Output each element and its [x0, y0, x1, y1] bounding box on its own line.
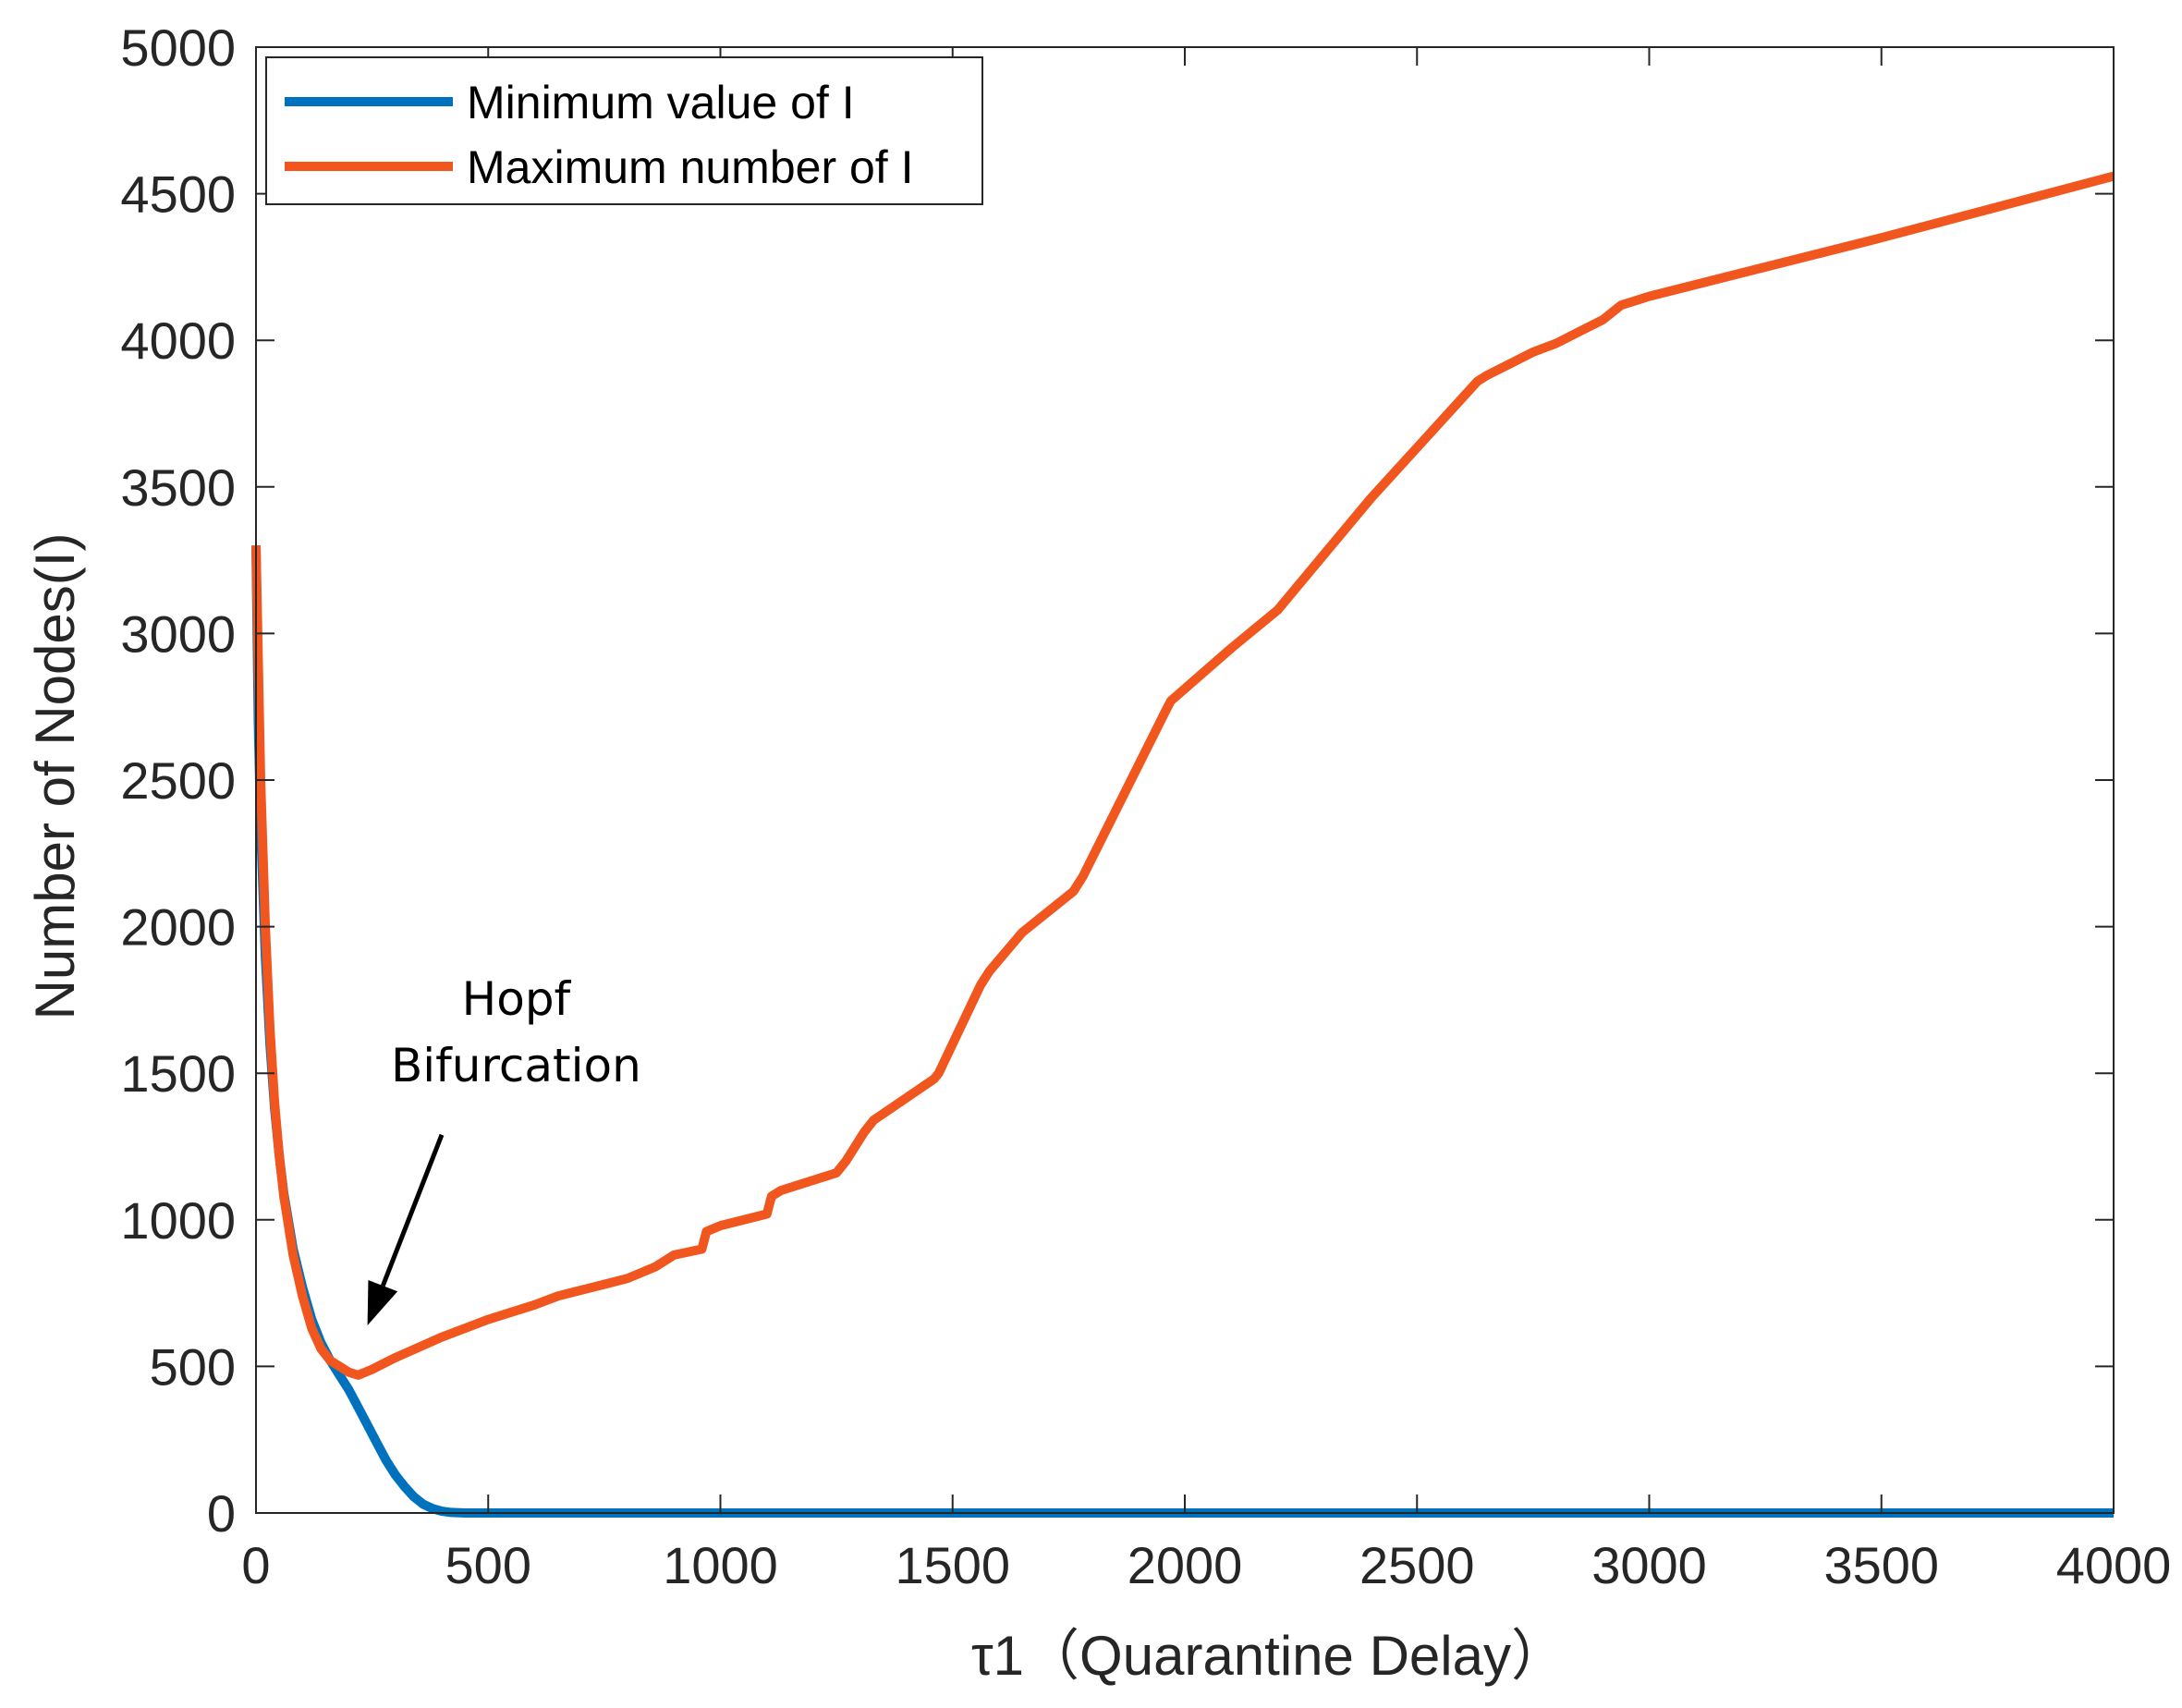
y-tick-label: 500 [150, 1337, 236, 1396]
x-tick-label: 0 [241, 1536, 270, 1594]
series-line-maximum [251, 171, 2115, 1380]
y-tick-label: 2000 [120, 898, 236, 957]
annotation-text-line: Hopf [462, 972, 572, 1026]
x-tick-label: 4000 [2056, 1536, 2172, 1594]
x-tick-label: 3000 [1591, 1536, 1707, 1594]
x-tick-label: 1500 [895, 1536, 1010, 1594]
hopf-annotation: Hopf Bifurcation [367, 972, 641, 1325]
annotation-text-line: Bifurcation [391, 1039, 641, 1092]
y-tick-label: 1000 [120, 1191, 236, 1250]
y-tick-label: 0 [207, 1484, 236, 1543]
y-tick-label: 2500 [120, 751, 236, 810]
x-tick-label: 2500 [1359, 1536, 1475, 1594]
legend-box [265, 56, 983, 205]
y-tick-label: 4000 [120, 311, 236, 370]
y-tick-label: 4500 [120, 165, 236, 224]
y-tick-label: 3500 [120, 458, 236, 517]
annotation-arrow-shaft [380, 1133, 445, 1287]
annotation-arrow-head [367, 1279, 398, 1325]
y-tick-label: 1500 [120, 1044, 236, 1103]
legend-label-minimum: Minimum value of I [467, 77, 855, 128]
y-tick-label: 5000 [120, 18, 236, 77]
y-tick-label: 3000 [120, 604, 236, 663]
legend: Minimum value of I Maximum number of I [265, 56, 983, 205]
x-tick-label: 1000 [663, 1536, 778, 1594]
x-tick-label: 2000 [1128, 1536, 1243, 1594]
x-tick-label: 500 [445, 1536, 531, 1594]
y-axis-title: Number of Nodes(I) [24, 533, 86, 1020]
x-axis-title: τ1（Quarantine Delay） [971, 1625, 1566, 1687]
x-tick-label: 3500 [1823, 1536, 1939, 1594]
legend-label-maximum: Maximum number of I [467, 141, 913, 193]
axes: 0 500 1000 1500 2000 2500 3000 3500 4000 0 500 1000… [120, 18, 2171, 1594]
